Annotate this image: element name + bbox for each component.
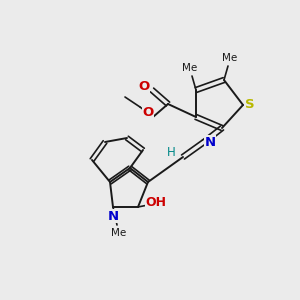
Text: N: N: [204, 136, 216, 148]
Text: H: H: [167, 146, 176, 160]
Text: Me: Me: [222, 53, 238, 63]
Text: N: N: [107, 209, 118, 223]
Text: Me: Me: [111, 228, 127, 238]
Text: O: O: [138, 80, 150, 92]
Text: S: S: [245, 98, 255, 112]
Text: O: O: [142, 106, 154, 118]
Text: OH: OH: [146, 196, 167, 209]
Text: Me: Me: [182, 63, 198, 73]
